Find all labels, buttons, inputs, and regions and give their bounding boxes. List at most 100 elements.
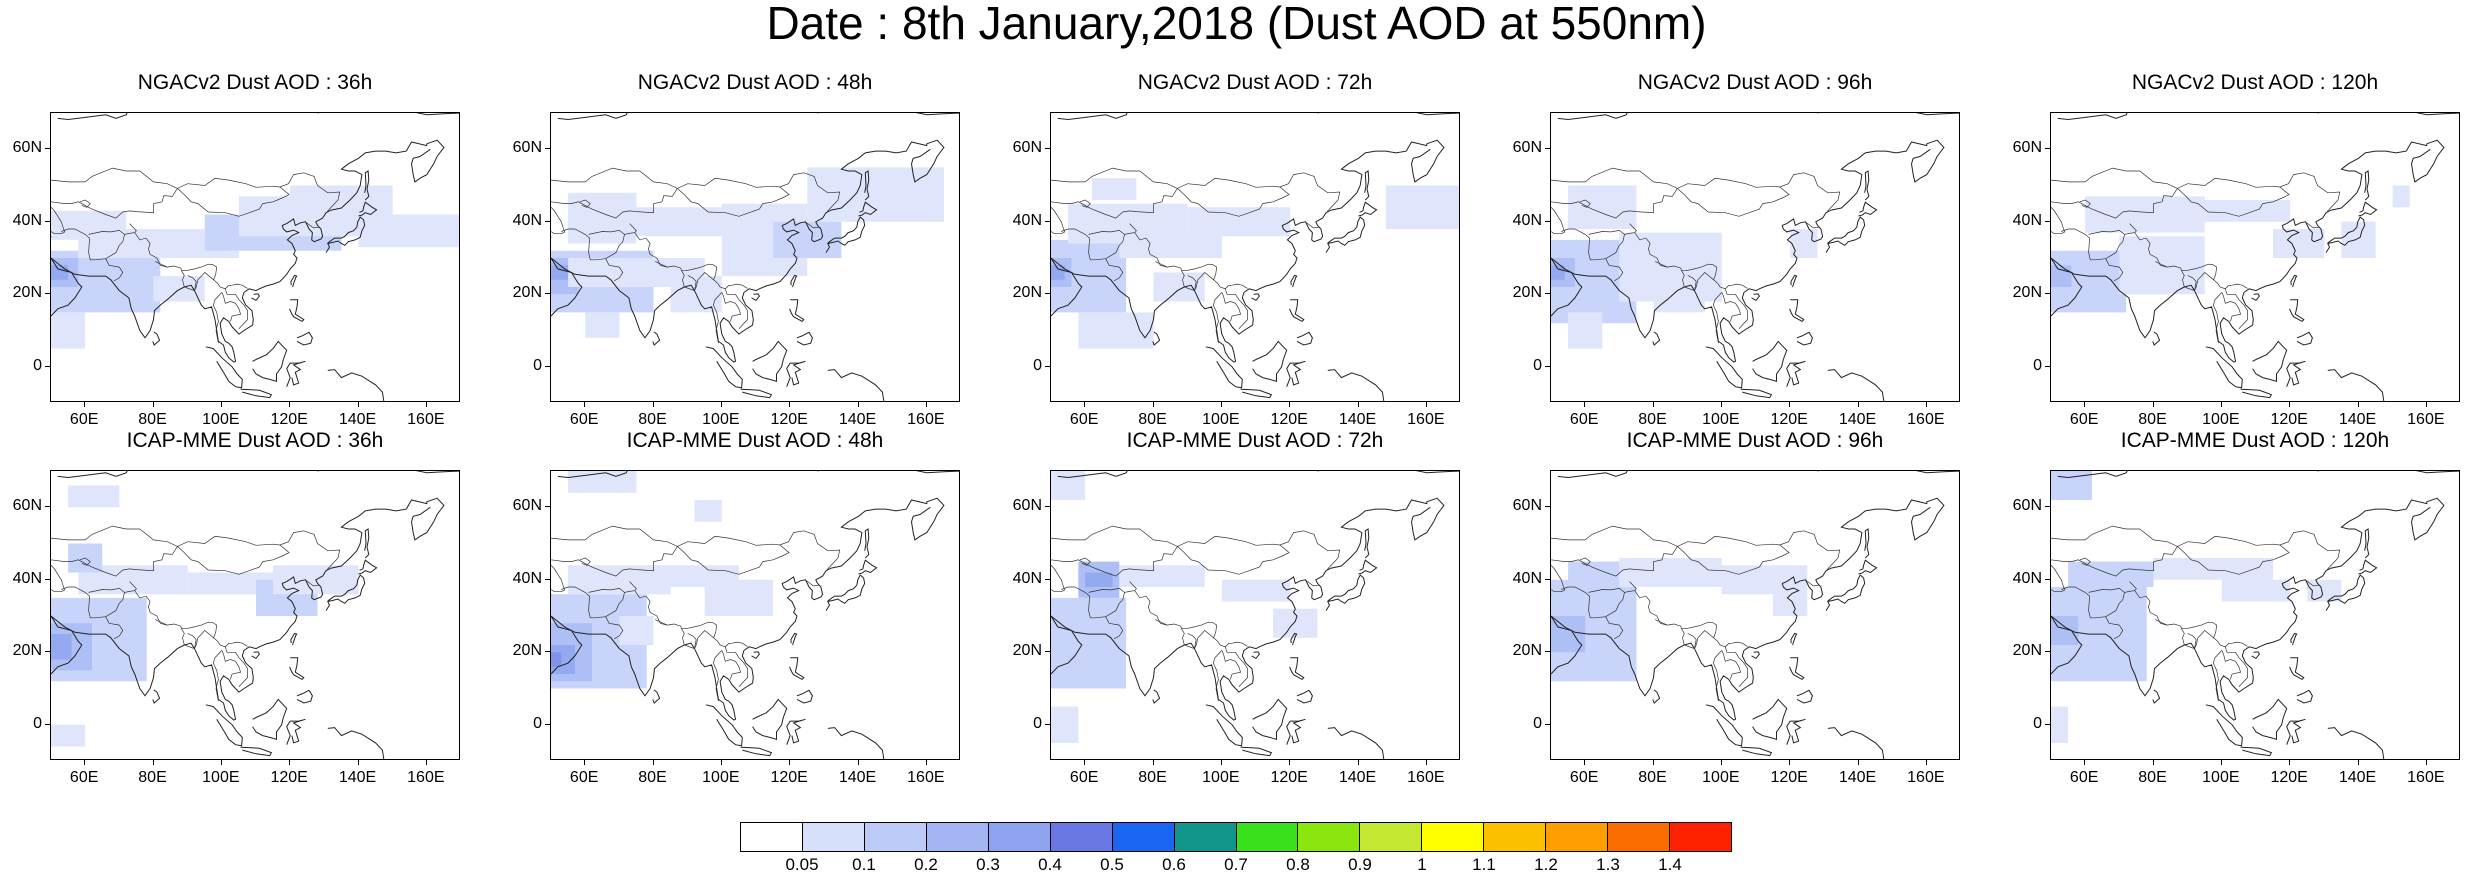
country-border [1155, 261, 1168, 268]
lon-tick [1789, 760, 1791, 765]
coastline [1327, 727, 1385, 759]
country-border [305, 580, 320, 587]
country-border [2155, 261, 2168, 268]
country-border [1712, 264, 1748, 290]
country-border [79, 557, 91, 566]
country-border [1681, 270, 1697, 292]
country-border [1712, 292, 1723, 344]
lat-tick [1545, 506, 1550, 508]
coastline [290, 632, 298, 646]
lon-tick [84, 402, 86, 407]
coastline [864, 170, 870, 201]
country-border [1579, 199, 1591, 208]
coastline [2240, 388, 2273, 399]
lat-tick [2045, 220, 2050, 222]
lat-tick [45, 365, 50, 367]
panel-title: NGACv2 Dust AOD : 96h [1637, 71, 1873, 94]
coastline [1858, 201, 1878, 217]
dust-shading [2153, 558, 2274, 580]
dust-aod-map [1551, 113, 1959, 401]
country-border [1105, 616, 1124, 640]
dust-shading [1773, 587, 1808, 616]
dust-shading [358, 214, 459, 248]
dust-shading [807, 167, 944, 222]
coastline [1858, 559, 1878, 575]
country-border [2051, 188, 2178, 219]
country-border [224, 288, 248, 329]
colorbar-label: 0.6 [1162, 855, 1186, 874]
coastline [327, 727, 385, 759]
lon-tick [789, 760, 791, 765]
lon-tick [925, 760, 927, 765]
dust-aod-map [51, 471, 459, 759]
lon-tick [1652, 402, 1654, 407]
dust-shading [51, 312, 86, 349]
country-border [2194, 272, 2214, 291]
longitude-label: 120E [1270, 769, 1308, 786]
coastline [240, 388, 273, 399]
lon-tick [1720, 402, 1722, 407]
coastline [2051, 257, 2083, 317]
dust-shading [1385, 185, 1459, 229]
coastline [1205, 704, 1243, 747]
country-border [105, 258, 124, 282]
dust-shading [1051, 597, 1127, 689]
country-border [177, 544, 290, 575]
coastline [2152, 689, 2161, 704]
colorbar-box [1112, 823, 1175, 851]
longitude-label: 60E [569, 769, 599, 786]
lon-tick [220, 402, 222, 407]
coastline [1252, 698, 1288, 740]
dust-shading [551, 265, 572, 280]
dust-shading [1051, 706, 1079, 743]
dust-aod-map [1051, 471, 1459, 759]
lat-tick [1045, 148, 1050, 150]
lon-tick [1084, 760, 1086, 765]
longitude-label: 140E [338, 769, 377, 786]
country-border [1712, 650, 1723, 702]
colorbar-label: 0.2 [914, 855, 938, 874]
country-border [694, 630, 714, 649]
coastline [1751, 293, 1761, 302]
country-border [1588, 230, 1625, 235]
country-border [305, 222, 320, 229]
country-border [194, 272, 214, 291]
country-border [2105, 616, 2124, 640]
dust-shading [1092, 178, 1137, 200]
coastline [290, 274, 298, 288]
latitude-label: 40N [1012, 211, 1042, 229]
coastline [864, 528, 870, 559]
country-border [2212, 292, 2223, 344]
longitude-label: 160E [907, 411, 945, 428]
coastline [1827, 727, 1885, 759]
country-border [1051, 207, 1066, 235]
dust-aod-map [51, 113, 459, 401]
coastline [57, 113, 128, 121]
longitude-label: 140E [1338, 769, 1377, 786]
longitude-label: 160E [907, 769, 945, 786]
latitude-label: 0 [1033, 356, 1042, 374]
country-border [1079, 557, 1091, 566]
longitude-label: 80E [1138, 769, 1167, 786]
coastline [551, 615, 583, 675]
country-border [2305, 222, 2320, 229]
country-border [2061, 581, 2137, 619]
latitude-label: 40N [12, 569, 42, 587]
lat-tick [545, 148, 550, 150]
map-panel [550, 470, 960, 760]
latitude-label: 60N [512, 139, 542, 157]
dust-shading [773, 221, 842, 258]
country-border [1677, 544, 1790, 575]
longitude-label: 120E [270, 411, 308, 428]
lon-tick [1357, 760, 1359, 765]
lon-tick [1789, 402, 1791, 407]
lon-tick [1925, 402, 1927, 407]
country-border [194, 630, 214, 649]
colorbar-box [988, 823, 1051, 851]
coastline [1790, 274, 1798, 288]
lat-tick [545, 723, 550, 725]
lon-tick [1652, 760, 1654, 765]
coastline [1551, 497, 1945, 721]
country-border [605, 616, 624, 640]
coastline [2286, 718, 2306, 745]
